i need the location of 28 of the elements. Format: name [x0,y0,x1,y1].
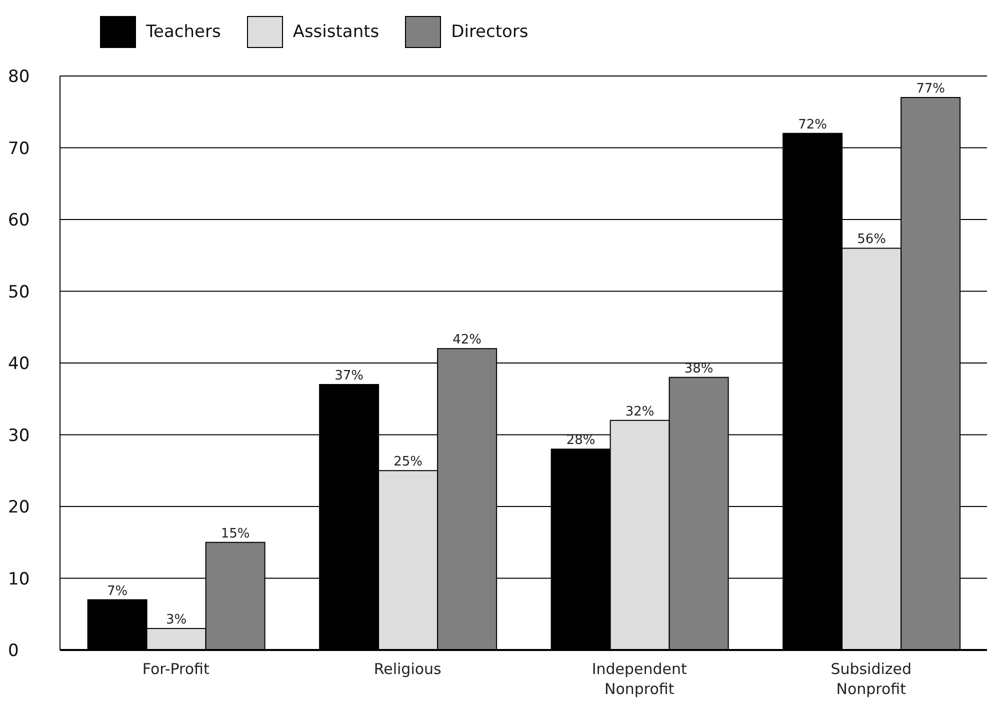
y-tick-label: 20 [8,498,30,518]
x-tick-label: Independent Nonprofit [592,660,688,698]
data-label: 38% [684,361,714,376]
legend-label: Directors [451,22,528,42]
data-label: 25% [394,454,423,470]
y-tick-label: 0 [8,641,19,662]
y-tick-label: 40 [8,354,30,374]
legend-label: Assistants [292,22,380,42]
data-label: 7% [106,584,128,599]
data-label: 3% [166,612,187,628]
data-label: 15% [220,526,250,542]
y-tick-label: 30 [8,426,30,446]
y-tick-label: 10 [8,569,30,590]
y-tick-label: 70 [8,138,30,159]
data-label: 72% [798,117,828,132]
data-label: 56% [857,232,886,248]
data-label: 28% [566,433,596,448]
y-tick-label: 80 [8,67,30,88]
x-tick-label: For-Profit [142,660,210,678]
y-tick-label: 50 [8,282,30,302]
x-tick-label: Religious [374,660,442,678]
data-label: 42% [452,332,482,348]
x-tick-label: Subsidized Nonprofit [830,660,912,698]
data-label: 32% [625,404,654,420]
data-label: 37% [334,368,364,384]
data-label: 77% [916,82,946,97]
y-tick-label: 60 [8,210,30,231]
legend-label: Teachers [146,22,221,42]
